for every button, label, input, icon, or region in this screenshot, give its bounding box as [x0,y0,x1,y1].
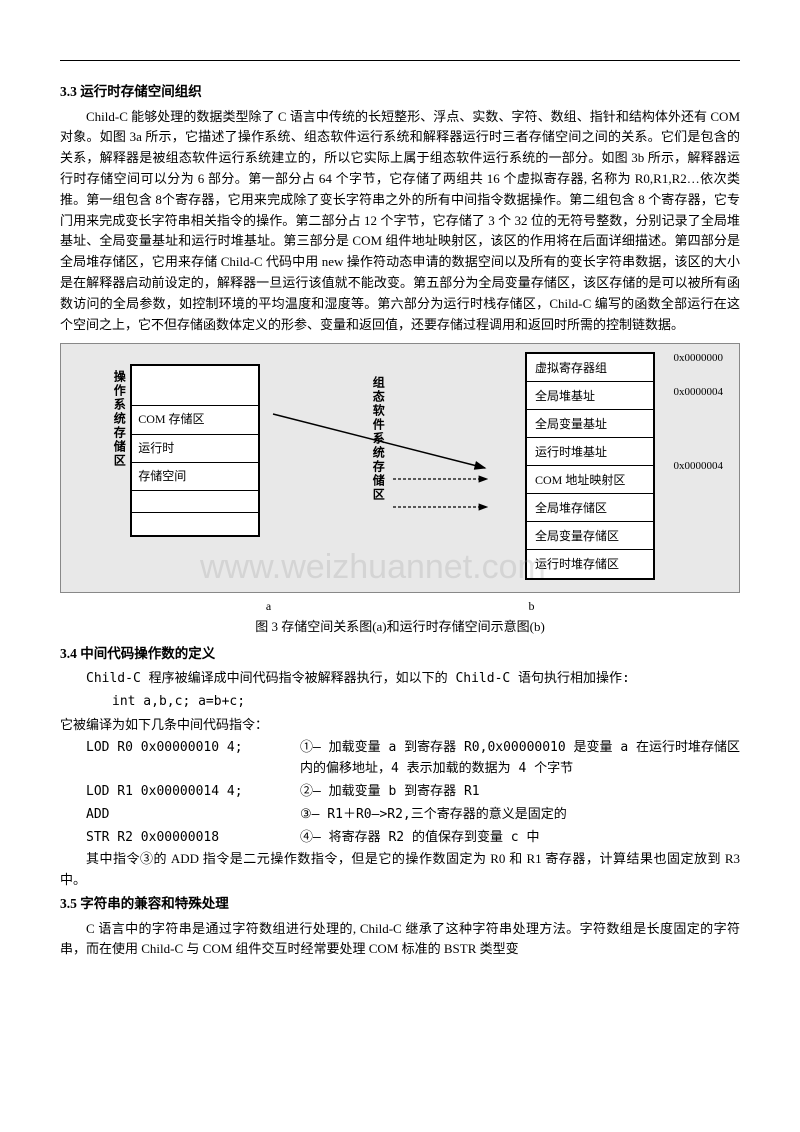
right-row-6: 全局变量存储区 [527,522,653,550]
left-blank-3 [132,513,258,535]
instr-2-code: ADD [86,804,286,827]
s34-line1: Child-C 程序被编译成中间代码指令被解释器执行，如以下的 Child-C … [60,669,740,690]
instruction-table: LOD R0 0x00000010 4; ①— 加载变量 a 到寄存器 R0,0… [86,737,740,849]
section-34-title: 3.4 中间代码操作数的定义 [60,643,740,665]
s34-line2: 它被编译为如下几条中间代码指令： [60,715,740,736]
os-storage-label: 操作系统存储区 [107,364,130,537]
left-box-stack: COM 存储区 运行时 存储空间 [130,364,260,537]
instr-3-desc: ④— 将寄存器 R2 的值保存到变量 c 中 [300,827,740,850]
instr-1-code: LOD R1 0x00000014 4; [86,781,286,804]
instr-3-code: STR R2 0x00000018 [86,827,286,850]
right-row-7: 运行时堆存储区 [527,550,653,578]
diagram-left-group: 操作系统存储区 COM 存储区 运行时 存储空间 [107,364,260,537]
addr-2: 0x0000004 [674,458,724,476]
left-row-com: COM 存储区 [132,406,258,434]
addr-0: 0x0000000 [674,350,724,368]
section-33-title: 3.3 运行时存储空间组织 [60,81,740,103]
arrow-1 [271,404,491,474]
left-row-store: 存储空间 [132,463,258,491]
right-row-2: 全局变量基址 [527,410,653,438]
diagram-right-group: 虚拟寄存器组 全局堆基址 全局变量基址 运行时堆基址 COM 地址映射区 全局堆… [525,352,655,580]
instr-2-desc: ③— R1＋R0―>R2,三个寄存器的意义是固定的 [300,804,740,827]
right-row-3: 运行时堆基址 [527,438,653,466]
addr-1: 0x0000004 [674,384,724,402]
top-rule [60,60,740,61]
left-row-rt: 运行时 [132,435,258,463]
right-row-4: COM 地址映射区 [527,466,653,494]
right-row-0: 虚拟寄存器组 [527,354,653,382]
figure-3-caption: 图 3 存储空间关系图(a)和运行时存储空间示意图(b) [60,617,740,638]
s34-code1: int a,b,c; a=b+c; [60,692,740,713]
instr-0-desc: ①— 加载变量 a 到寄存器 R0,0x00000010 是变量 a 在运行时堆… [300,737,740,781]
right-row-1: 全局堆基址 [527,382,653,410]
figure-3-diagram: 操作系统存储区 COM 存储区 运行时 存储空间 组态软件系统存储区 虚拟寄存器… [60,343,740,593]
left-blank-2 [132,491,258,513]
left-blank-1 [132,366,258,406]
section-35-para: C 语言中的字符串是通过字符数组进行处理的, Child-C 继承了这种字符串处… [60,919,740,961]
section-35-title: 3.5 字符串的兼容和特殊处理 [60,893,740,915]
s34-line3: 其中指令③的 ADD 指令是二元操作数指令，但是它的操作数固定为 R0 和 R1… [60,849,740,891]
arrow-3 [393,502,493,512]
right-row-5: 全局堆存储区 [527,494,653,522]
section-33-para: Child-C 能够处理的数据类型除了 C 语言中传统的长短整形、浮点、实数、字… [60,107,740,336]
arrow-2 [393,474,493,484]
subfigure-labels: a b [60,597,740,616]
sub-b: b [402,597,662,616]
sub-a: a [139,597,399,616]
instr-1-desc: ②— 加载变量 b 到寄存器 R1 [300,781,740,804]
right-box-stack: 虚拟寄存器组 全局堆基址 全局变量基址 运行时堆基址 COM 地址映射区 全局堆… [525,352,655,580]
instr-0-code: LOD R0 0x00000010 4; [86,737,286,781]
